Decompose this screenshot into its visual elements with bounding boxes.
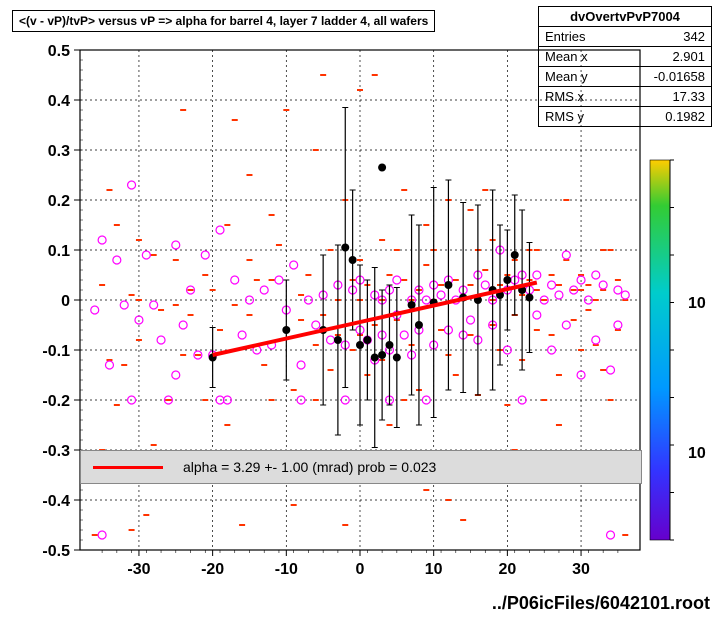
- svg-text:0.1: 0.1: [48, 243, 70, 260]
- fit-result-box: alpha = 3.29 +- 1.00 (mrad) prob = 0.023: [80, 450, 642, 484]
- svg-text:-0.1: -0.1: [42, 343, 70, 360]
- svg-text:-10: -10: [275, 561, 298, 578]
- svg-text:0: 0: [61, 293, 70, 310]
- svg-text:0.5: 0.5: [48, 43, 70, 60]
- svg-text:-0.2: -0.2: [42, 393, 70, 410]
- svg-text:-20: -20: [201, 561, 224, 578]
- scatter-plot: -30 -20 -10 0 10 20 30 -0.5 -0.4 -0.3 -0.2 -0.1 0 0.1…: [0, 0, 720, 620]
- svg-text:0.4: 0.4: [48, 93, 70, 110]
- fit-text: alpha = 3.29 +- 1.00 (mrad) prob = 0.023: [183, 459, 436, 475]
- svg-text:0.3: 0.3: [48, 143, 70, 160]
- footer-path: ../P06icFiles/6042101.root: [492, 593, 710, 614]
- colorbar-tick-label: 10: [688, 445, 706, 463]
- svg-text:-0.3: -0.3: [42, 443, 70, 460]
- svg-text:10: 10: [425, 561, 443, 578]
- svg-text:-0.4: -0.4: [42, 493, 70, 510]
- svg-text:20: 20: [498, 561, 516, 578]
- svg-text:-0.5: -0.5: [42, 543, 70, 560]
- svg-text:-30: -30: [127, 561, 150, 578]
- colorbar-tick-label: 10: [688, 295, 706, 313]
- svg-text:0: 0: [356, 561, 365, 578]
- svg-text:30: 30: [572, 561, 590, 578]
- fit-legend-line: [93, 466, 163, 469]
- svg-text:0.2: 0.2: [48, 193, 70, 210]
- footer-text: ../P06icFiles/6042101.root: [492, 593, 710, 613]
